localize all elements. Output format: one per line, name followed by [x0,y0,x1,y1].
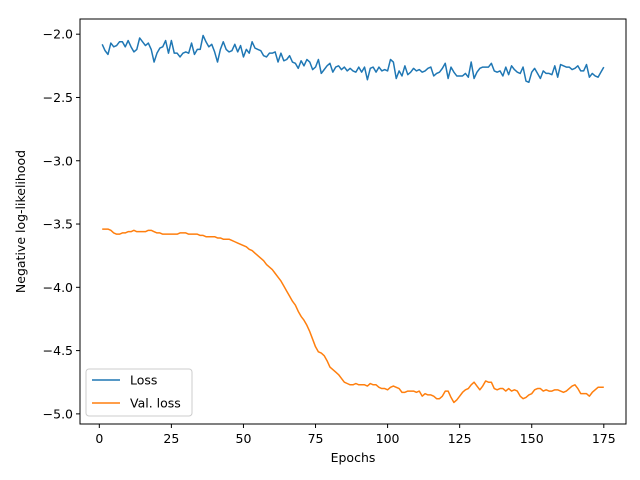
y-tick-label: −3.0 [43,153,73,168]
series-line-val-loss [102,228,604,404]
x-tick-label: 100 [376,431,400,446]
legend: Loss Val. loss [85,368,193,417]
y-tick-label: −4.5 [43,343,73,358]
legend-label-loss: Loss [130,373,157,388]
y-tick-label: −2.5 [43,90,73,105]
y-axis-ticks: −2.0 −2.5 −3.0 −3.5 −4.0 −4.5 −5.0 [43,27,80,421]
y-axis-label: Negative log-likelihood [13,150,28,293]
plot-frame [79,18,627,425]
series-layer [101,34,605,404]
y-tick-label: −3.5 [43,217,73,232]
x-tick-label: 125 [448,431,472,446]
x-axis-label: Epochs [331,450,376,465]
x-tick-label: 50 [236,431,252,446]
legend-label-val-loss: Val. loss [130,396,181,411]
series-line-loss [101,34,605,84]
x-tick-label: 25 [163,431,179,446]
plot-area [80,19,626,424]
y-tick-label: −2.0 [43,27,73,42]
y-tick-label: −4.0 [43,280,73,295]
y-tick-label: −5.0 [43,406,73,421]
x-tick-label: 0 [95,431,103,446]
x-axis-ticks: 0 25 50 75 100 125 150 175 [95,424,616,446]
x-tick-label: 175 [592,431,616,446]
x-tick-label: 150 [520,431,544,446]
x-tick-label: 75 [308,431,324,446]
